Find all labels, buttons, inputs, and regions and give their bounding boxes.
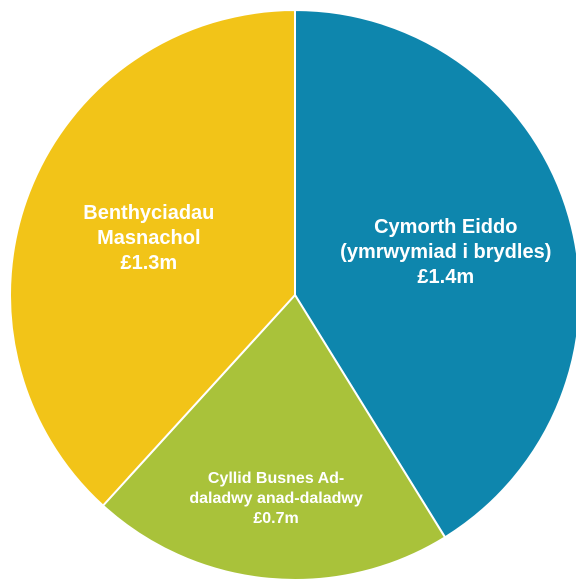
slice-category: Cymorth Eiddo (ymrwymiad i brydles) (340, 215, 552, 263)
slice-label: Cymorth Eiddo (ymrwymiad i brydles)£1.4m (331, 172, 561, 332)
slice-label-box: Benthyciadau Masnachol £1.3m (44, 158, 254, 318)
pie-slice (9, 8, 296, 508)
slice-value: £0.7m (253, 510, 299, 528)
pie-slice (101, 293, 447, 581)
slice-value: £1.3m (120, 251, 178, 274)
slice-label-box: Cyllid Busnes Ad-daladwy anad-daladwy £0.… (181, 419, 371, 579)
slice-category: Cyllid Busnes Ad-daladwy anad-daladwy (189, 470, 363, 508)
slice-label: Benthyciadau Masnachol£1.3m (44, 158, 254, 318)
slice-category: Benthyciadau Masnachol (83, 201, 215, 249)
slice-label: Cyllid Busnes Ad-daladwy anad-daladwy £0.… (181, 419, 371, 579)
slice-label-box: Cymorth Eiddo (ymrwymiad i brydles) £1.4m (331, 172, 561, 332)
slice-value: £1.4m (417, 265, 475, 288)
pie-slice (294, 8, 576, 539)
